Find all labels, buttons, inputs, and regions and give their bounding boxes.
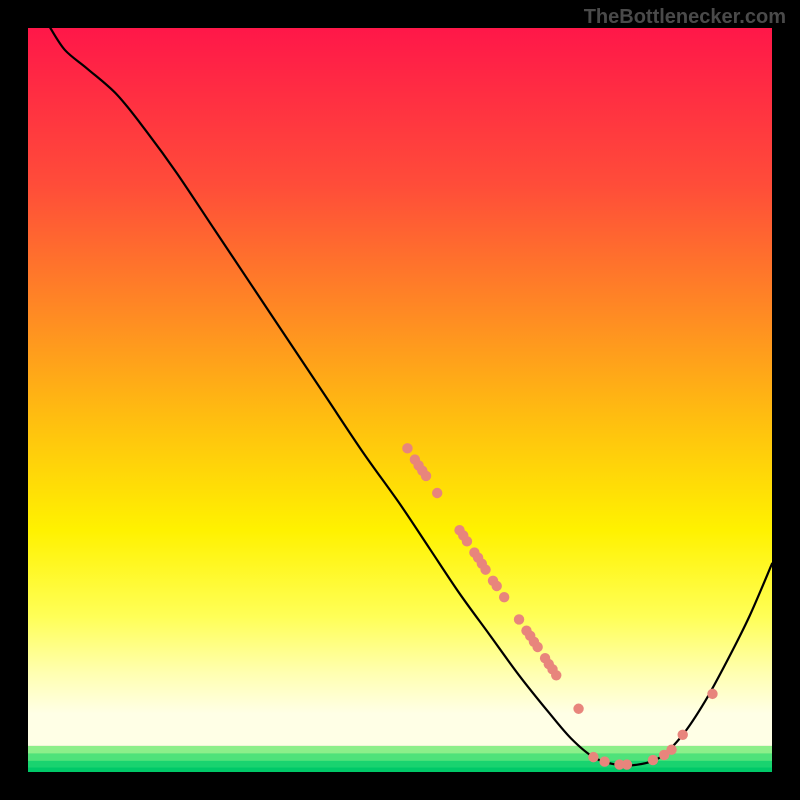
watermark-text: TheBottlenecker.com [584,6,786,29]
data-marker [666,744,676,754]
data-marker [421,471,431,481]
plot-area [28,28,772,772]
data-marker [622,759,632,769]
data-marker [514,614,524,624]
data-marker [480,564,490,574]
data-marker [707,689,717,699]
data-marker [492,581,502,591]
data-marker [462,536,472,546]
chart-container: TheBottlenecker.com [0,0,800,800]
data-marker [573,704,583,714]
data-marker [588,752,598,762]
data-marker [599,756,609,766]
data-marker [532,642,542,652]
data-marker [402,443,412,453]
data-marker [551,670,561,680]
chart-svg [28,28,772,772]
data-marker [648,755,658,765]
data-marker [432,488,442,498]
data-marker [678,730,688,740]
data-marker [499,592,509,602]
